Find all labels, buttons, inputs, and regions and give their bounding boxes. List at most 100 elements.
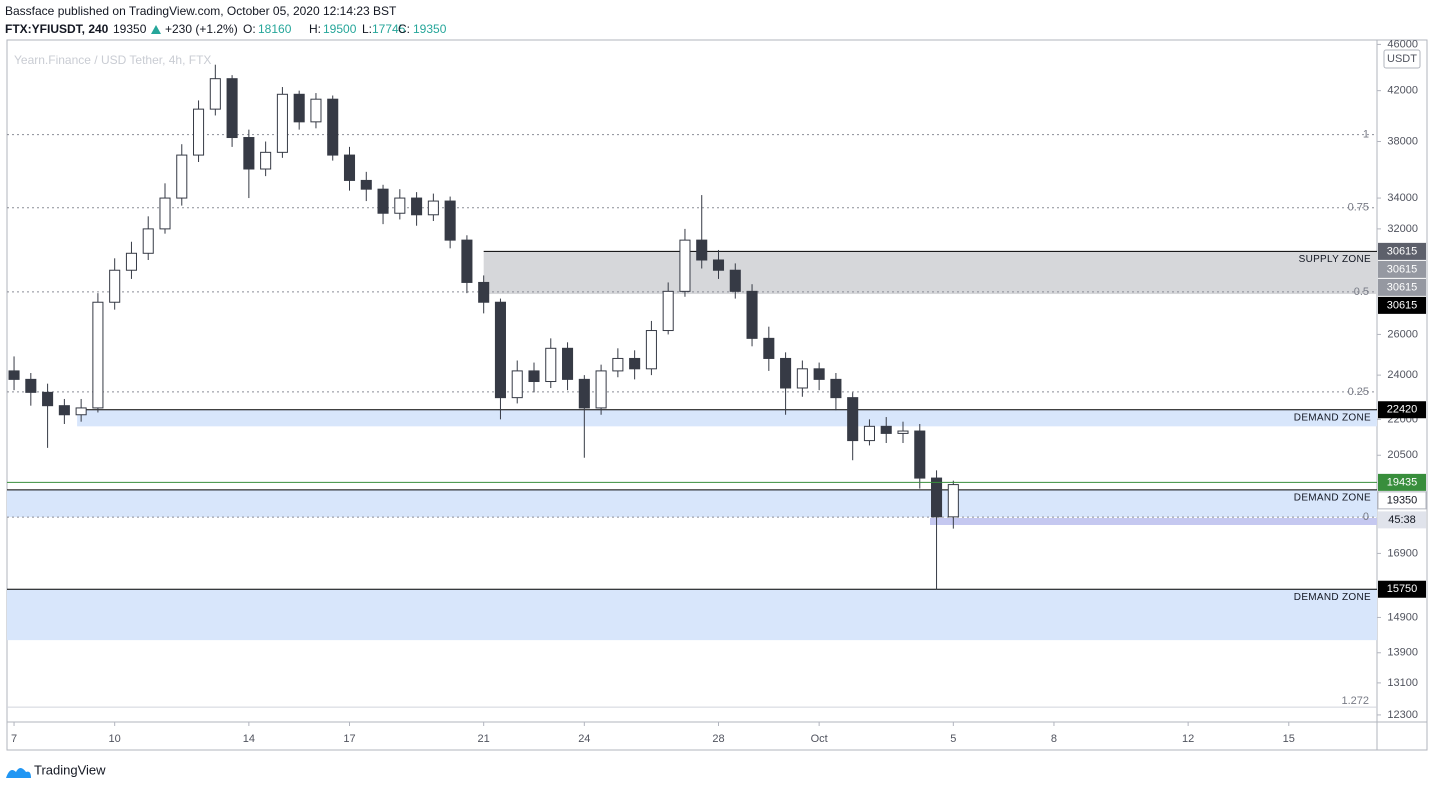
price-tag-label: 30615 <box>1387 281 1418 293</box>
candle-body <box>8 370 20 380</box>
footer-logo <box>6 768 31 778</box>
candle-body <box>662 290 674 332</box>
ohlc-value: 18160 <box>258 22 292 36</box>
candle-body <box>746 290 758 339</box>
symbol: FTX:YFIUSDT, 240 <box>5 22 109 36</box>
candle-body <box>612 357 624 372</box>
zone <box>483 251 1378 295</box>
price-tag-label: 19435 <box>1387 476 1418 488</box>
ohlc-label: L: <box>362 22 372 36</box>
y-tick-label: 38000 <box>1387 135 1418 147</box>
candle-body <box>528 370 540 383</box>
candle-body <box>209 78 221 110</box>
price-tag <box>1378 242 1426 260</box>
level-label: 0 <box>1363 511 1369 523</box>
candle-body <box>75 407 87 416</box>
y-tick-label: 13900 <box>1387 647 1418 659</box>
candle-body <box>327 98 339 156</box>
logo <box>6 768 31 778</box>
candle-body <box>562 347 574 380</box>
x-tick-label: 8 <box>1051 733 1057 745</box>
x-tick-label: 7 <box>11 733 17 745</box>
price-tag <box>1378 260 1426 278</box>
price-tag <box>1378 401 1426 419</box>
candle-body <box>645 330 657 370</box>
candle-body <box>863 425 875 442</box>
y-tick-label: 20500 <box>1387 449 1418 461</box>
candle-body <box>159 197 171 230</box>
candle-body <box>880 425 892 434</box>
candle-body <box>813 368 825 380</box>
ohlc-label: C: <box>398 22 410 36</box>
price-tag-label: 30615 <box>1387 263 1418 275</box>
last-price: 19350 <box>113 22 147 36</box>
candle-body <box>830 378 842 399</box>
candle-body <box>847 397 859 442</box>
level-label: 1.272 <box>1341 695 1369 707</box>
y-tick-label: 26000 <box>1387 328 1418 340</box>
countdown-box <box>1378 511 1426 529</box>
price-tag-label: 15750 <box>1387 583 1418 595</box>
y-tick-label: 24000 <box>1387 369 1418 381</box>
candle-body <box>42 391 54 407</box>
zone-label: DEMAND ZONE <box>1294 412 1371 423</box>
x-tick-label: 5 <box>950 733 956 745</box>
frame <box>6 39 1428 751</box>
y-tick-label: 14900 <box>1387 611 1418 623</box>
candle-body <box>176 154 188 199</box>
ohlc-label: O: <box>243 22 256 36</box>
candle-body <box>293 93 305 123</box>
candle-body <box>310 98 322 123</box>
candle-body <box>729 269 741 292</box>
ohlc-label: H: <box>309 22 321 36</box>
candle-body <box>142 228 154 254</box>
candle-body <box>276 93 288 153</box>
y-tick-label: 46000 <box>1387 38 1418 50</box>
x-tick-label: 17 <box>343 733 355 745</box>
level-label: 0.5 <box>1354 286 1369 298</box>
price-tag-label: 22420 <box>1387 404 1418 416</box>
candle-body <box>427 200 439 216</box>
x-tick-label: 15 <box>1283 733 1295 745</box>
price-tag <box>1378 296 1426 314</box>
candle-body <box>763 337 775 359</box>
brand: TradingView <box>34 762 106 777</box>
candle-body <box>360 179 372 190</box>
candle-body <box>343 154 356 181</box>
candle-body <box>25 378 37 393</box>
ohlc-value: 19500 <box>323 22 357 36</box>
candle-body <box>109 269 121 303</box>
candle-body <box>578 378 590 409</box>
candle-body <box>92 301 104 409</box>
candle-body <box>461 239 473 283</box>
level-label: 0.75 <box>1348 202 1369 214</box>
price-tag <box>1378 278 1426 296</box>
candle-body <box>914 430 926 479</box>
y-tick-label: 34000 <box>1387 192 1418 204</box>
candle-body <box>58 405 70 416</box>
candle-body <box>193 108 205 156</box>
candle-body <box>947 484 959 518</box>
x-tick-label: 24 <box>578 733 590 745</box>
y-tick-label: 13100 <box>1387 677 1418 689</box>
watermark: Yearn.Finance / USD Tether, 4h, FTX <box>14 53 211 67</box>
level-label: 1 <box>1363 129 1369 141</box>
x-tick-label: 12 <box>1182 733 1194 745</box>
candle-body <box>444 200 456 241</box>
currency: USDT <box>1387 53 1417 65</box>
up-arrow <box>151 25 161 34</box>
ohlc-value: 17745 <box>372 22 406 36</box>
zone <box>77 409 1377 427</box>
ohlc-value: 19350 <box>413 22 447 36</box>
y-tick-label: 12300 <box>1387 709 1418 721</box>
x-tick-label: 14 <box>243 733 255 745</box>
x-tick-label: 10 <box>109 733 121 745</box>
highlight-strip <box>930 518 1377 525</box>
zone <box>7 489 1377 518</box>
x-tick-label: 21 <box>478 733 490 745</box>
price-tag <box>1378 580 1426 598</box>
candle-body <box>780 357 792 389</box>
candle-body <box>595 370 607 409</box>
currency-box <box>1383 49 1421 69</box>
